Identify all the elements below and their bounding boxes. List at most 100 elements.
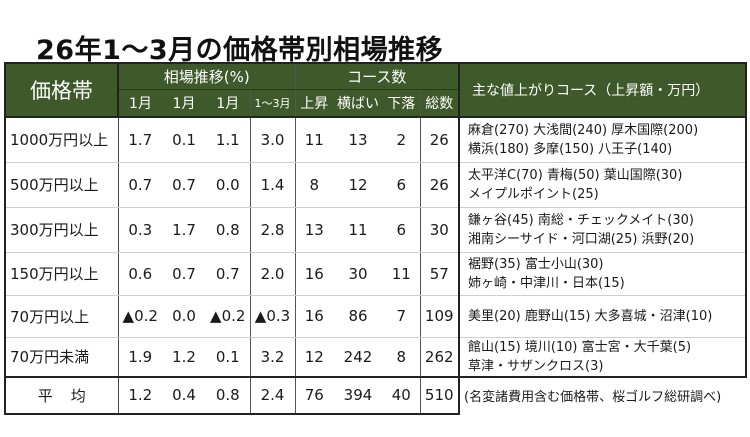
header-course-count: コース数 — [294, 62, 459, 90]
price-band-label: 300万円以上 — [4, 207, 119, 253]
avg-flat: 394 — [333, 375, 383, 415]
cell-quarter: 1.4 — [249, 162, 295, 208]
header-month-2: 1月 — [162, 89, 206, 118]
avg-quarter: 2.4 — [249, 375, 295, 415]
cell-total: 109 — [419, 295, 459, 338]
cell-m3: 0.0 — [206, 162, 250, 208]
cell-m1: 1.9 — [117, 337, 162, 377]
cell-m3: 0.1 — [206, 337, 250, 377]
notes-cell: 鎌ヶ谷(45) 南総・チェックメイト(30) 湘南シーサイド・河口湖(25) 浜… — [458, 207, 747, 253]
cell-flat: 11 — [333, 207, 383, 253]
header-price-band: 価格帯 — [4, 62, 119, 118]
cell-m2: 1.2 — [162, 337, 206, 377]
cell-quarter: 3.0 — [249, 117, 295, 163]
cell-down: 8 — [383, 337, 420, 377]
notes-cell: 美里(20) 鹿野山(15) 大多喜城・沼津(10) — [458, 295, 747, 338]
avg-m3: 0.8 — [206, 375, 250, 415]
notes-line: 草津・サザンクロス(3) — [468, 358, 604, 374]
cell-m1: 0.6 — [117, 252, 162, 296]
notes-line: 館山(15) 境川(10) 富士宮・大千葉(5) — [468, 339, 692, 355]
header-total: 総数 — [419, 89, 459, 118]
cell-m1: 1.7 — [117, 117, 162, 163]
cell-flat: 30 — [333, 252, 383, 296]
cell-quarter: 3.2 — [249, 337, 295, 377]
cell-m3: 1.1 — [206, 117, 250, 163]
avg-up: 76 — [294, 375, 333, 415]
cell-flat: 242 — [333, 337, 383, 377]
avg-m1: 1.2 — [117, 375, 162, 415]
cell-m1: 0.3 — [117, 207, 162, 253]
notes-line: 姉ヶ崎・中津川・日本(15) — [468, 275, 625, 291]
cell-down: 2 — [383, 117, 420, 163]
cell-up: 8 — [294, 162, 333, 208]
cell-total: 26 — [419, 162, 459, 208]
price-band-label: 70万円未満 — [4, 337, 119, 377]
cell-up: 11 — [294, 117, 333, 163]
table-row: 1000万円以上 1.7 0.1 1.1 3.0 11 13 2 26 麻倉(2… — [4, 117, 747, 163]
cell-total: 26 — [419, 117, 459, 163]
notes-cell: 麻倉(270) 大浅間(240) 厚木国際(200) 横浜(180) 多摩(15… — [458, 117, 747, 163]
avg-down: 40 — [383, 375, 420, 415]
notes-line: 湘南シーサイド・河口湖(25) 浜野(20) — [468, 231, 695, 247]
footnote: (名変諸費用含む価格帯、桜ゴルフ総研調べ) — [458, 376, 746, 414]
cell-total: 57 — [419, 252, 459, 296]
header-month-1: 1月 — [117, 89, 162, 118]
page-title: 26年1〜3月の価格帯別相場推移 — [36, 35, 444, 66]
cell-quarter: ▲0.3 — [249, 295, 295, 338]
cell-down: 7 — [383, 295, 420, 338]
cell-m3: ▲0.2 — [206, 295, 250, 338]
notes-line: 横浜(180) 多摩(150) 八王子(140) — [468, 141, 673, 157]
cell-total: 262 — [419, 337, 459, 377]
table-row: 500万円以上 0.7 0.7 0.0 1.4 8 12 6 26 太平洋C(7… — [4, 162, 747, 208]
cell-down: 11 — [383, 252, 420, 296]
header-month-3: 1月 — [206, 89, 250, 118]
header-quarter: 1〜3月 — [249, 89, 295, 118]
cell-m2: 0.1 — [162, 117, 206, 163]
cell-m2: 0.7 — [162, 252, 206, 296]
price-band-label: 70万円以上 — [4, 295, 119, 338]
cell-up: 16 — [294, 295, 333, 338]
notes-line: メイプルポイント(25) — [468, 186, 599, 202]
notes-line: 裾野(35) 富士小山(30) — [468, 256, 604, 272]
cell-m2: 1.7 — [162, 207, 206, 253]
avg-total: 510 — [419, 375, 459, 415]
notes-line: 美里(20) 鹿野山(15) 大多喜城・沼津(10) — [468, 308, 713, 324]
header-market-trend: 相場推移(%) — [117, 62, 295, 90]
cell-m3: 0.8 — [206, 207, 250, 253]
average-row: 平均 1.2 0.4 0.8 2.4 76 394 40 510 (名変諸費用含… — [4, 375, 746, 415]
notes-line: 鎌ヶ谷(45) 南総・チェックメイト(30) — [468, 212, 694, 228]
notes-cell: 裾野(35) 富士小山(30) 姉ヶ崎・中津川・日本(15) — [458, 252, 747, 296]
cell-m2: 0.0 — [162, 295, 206, 338]
cell-flat: 86 — [333, 295, 383, 338]
cell-m1: 0.7 — [117, 162, 162, 208]
header-notes: 主な値上がりコース（上昇額・万円） — [458, 62, 747, 118]
cell-quarter: 2.0 — [249, 252, 295, 296]
price-band-label: 150万円以上 — [4, 252, 119, 296]
cell-up: 16 — [294, 252, 333, 296]
cell-down: 6 — [383, 207, 420, 253]
header-flat: 横ばい — [333, 89, 383, 118]
cell-m3: 0.7 — [206, 252, 250, 296]
notes-cell: 太平洋C(70) 青梅(50) 葉山国際(30) メイプルポイント(25) — [458, 162, 747, 208]
table-row: 70万円以上 ▲0.2 0.0 ▲0.2 ▲0.3 16 86 7 109 美里… — [4, 295, 747, 338]
notes-line: 太平洋C(70) 青梅(50) 葉山国際(30) — [468, 167, 683, 183]
cell-up: 12 — [294, 337, 333, 377]
avg-m2: 0.4 — [162, 375, 206, 415]
notes-cell: 館山(15) 境川(10) 富士宮・大千葉(5) 草津・サザンクロス(3) — [458, 337, 747, 378]
cell-m2: 0.7 — [162, 162, 206, 208]
cell-up: 13 — [294, 207, 333, 253]
header-up: 上昇 — [294, 89, 333, 118]
cell-down: 6 — [383, 162, 420, 208]
table-row: 300万円以上 0.3 1.7 0.8 2.8 13 11 6 30 鎌ヶ谷(4… — [4, 207, 747, 253]
cell-flat: 13 — [333, 117, 383, 163]
price-band-label: 500万円以上 — [4, 162, 119, 208]
cell-quarter: 2.8 — [249, 207, 295, 253]
cell-total: 30 — [419, 207, 459, 253]
cell-flat: 12 — [333, 162, 383, 208]
price-band-table: 価格帯 相場推移(%) コース数 主な値上がりコース（上昇額・万円） 1月 1月… — [4, 62, 747, 415]
notes-line: 麻倉(270) 大浅間(240) 厚木国際(200) — [468, 122, 699, 138]
table-row: 150万円以上 0.6 0.7 0.7 2.0 16 30 11 57 裾野(3… — [4, 252, 747, 296]
table-row: 70万円未満 1.9 1.2 0.1 3.2 12 242 8 262 館山(1… — [4, 337, 747, 378]
header-down: 下落 — [383, 89, 420, 118]
price-band-label: 1000万円以上 — [4, 117, 119, 163]
